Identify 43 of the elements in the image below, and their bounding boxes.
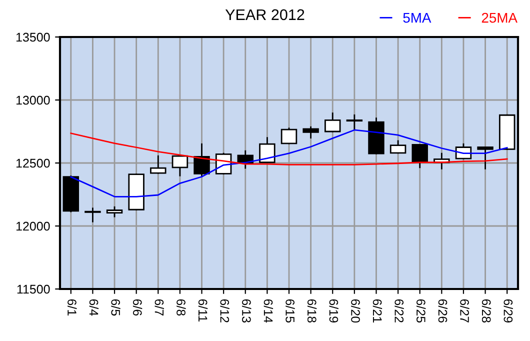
x-tick-label: 6/28 <box>482 299 492 323</box>
x-tick-label: 6/25 <box>416 299 426 323</box>
candlestick <box>106 206 123 218</box>
x-tick-label: 6/4 <box>89 299 99 316</box>
candlestick <box>259 137 276 164</box>
y-tick-label: 13000 <box>16 96 50 105</box>
x-tick-label: 6/15 <box>286 299 295 323</box>
candlestick <box>150 155 166 174</box>
y-tick-label: 12500 <box>16 158 50 168</box>
chart-title: YEAR 2012 <box>225 9 304 20</box>
x-tick-label: 6/26 <box>438 299 448 322</box>
candlestick <box>84 208 101 222</box>
x-tick-label: 6/7 <box>154 299 164 316</box>
x-tick-label: 6/29 <box>504 299 513 322</box>
x-tick-label: 6/6 <box>132 299 142 316</box>
x-tick-label: 6/14 <box>264 299 274 323</box>
y-tick-label: 12000 <box>16 222 50 231</box>
x-tick-label: 6/8 <box>176 299 186 316</box>
x-tick-label: 6/5 <box>111 299 120 316</box>
candlestick <box>280 128 298 144</box>
x-tick-label: 6/21 <box>372 299 382 322</box>
line-series <box>70 129 508 198</box>
x-tick-label: 6/11 <box>198 299 208 322</box>
x-tick-label: 6/19 <box>329 299 338 322</box>
candlestick <box>194 143 210 177</box>
candlestick <box>302 126 319 138</box>
candlestick <box>324 112 341 132</box>
y-tick-label: 11500 <box>17 284 50 294</box>
x-tick-label: 6/12 <box>220 299 230 322</box>
candlestick <box>172 155 188 176</box>
x-tick-label: 6/1 <box>68 299 77 316</box>
candlestick <box>390 140 406 154</box>
legend-label: 5MA <box>403 13 432 23</box>
x-tick-label: 6/13 <box>242 299 252 322</box>
x-tick-label: 6/27 <box>460 299 470 322</box>
x-tick-label: 6/22 <box>394 299 404 322</box>
legend-label: 25MA <box>482 12 518 23</box>
y-tick-label: 13500 <box>16 32 50 42</box>
x-tick-label: 6/18 <box>307 299 317 323</box>
candlestick <box>477 146 494 170</box>
x-tick-label: 6/20 <box>351 299 360 323</box>
candlestick <box>346 114 363 130</box>
candlestick <box>412 144 428 168</box>
